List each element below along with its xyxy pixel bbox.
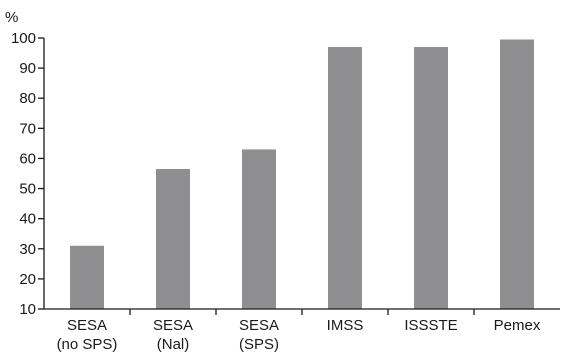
x-axis-categories: SESA (no SPS) SESA (Nal) SESA (SPS) IMSS ISSSTE… (57, 309, 541, 353)
category-label-line: SESA (67, 317, 107, 334)
category-label-line: SESA (239, 317, 279, 334)
bar (328, 47, 362, 310)
category-label: SESA (SPS) (239, 317, 279, 353)
bar (70, 245, 104, 309)
y-tick-label: 10 (19, 301, 36, 318)
y-tick-label: 70 (19, 120, 36, 137)
category-label: Pemex (494, 317, 541, 334)
category-label: SESA (Nal) (153, 317, 193, 353)
category-label-line: SESA (153, 317, 193, 334)
y-axis-unit-label: % (5, 9, 18, 26)
category-label: SESA (no SPS) (57, 317, 118, 353)
y-tick-label: 30 (19, 241, 36, 258)
y-tick-label: 50 (19, 181, 36, 198)
category-label: IMSS (327, 317, 364, 334)
category-label-line: (no SPS) (57, 336, 118, 353)
bars (70, 39, 534, 310)
category-label-line: IMSS (327, 317, 364, 334)
y-tick-label: 80 (19, 90, 36, 107)
category-label-line: (SPS) (239, 336, 279, 353)
y-tick-label: 90 (19, 60, 36, 77)
category-label: ISSSTE (404, 317, 457, 334)
category-label-line: (Nal) (157, 336, 190, 353)
bar (500, 39, 534, 309)
bar (414, 47, 448, 310)
y-tick-label: 100 (11, 30, 36, 47)
y-tick-label: 20 (19, 271, 36, 288)
y-tick-label: 60 (19, 150, 36, 167)
bar (242, 149, 276, 309)
y-axis-ticks: 10 20 30 40 50 60 70 80 90 100 (11, 30, 44, 318)
y-tick-label: 40 (19, 211, 36, 228)
category-label-line: ISSSTE (404, 317, 457, 334)
bar (156, 168, 190, 309)
category-label-line: Pemex (494, 317, 541, 334)
